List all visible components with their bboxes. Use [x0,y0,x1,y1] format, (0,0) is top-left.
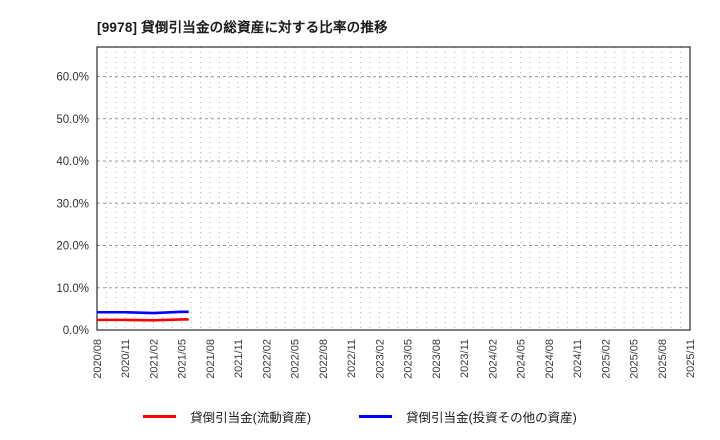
x-tick-label: 2021/08 [205,339,217,379]
legend-item-current-assets: 貸倒引当金(流動資産) [143,407,311,426]
x-tick-label: 2025/02 [600,339,612,379]
x-tick-label: 2024/08 [544,339,556,379]
x-tick-label: 2021/02 [148,339,160,379]
y-tick-label: 20.0% [56,241,89,253]
y-tick-label: 10.0% [56,283,89,295]
legend: 貸倒引当金(流動資産) 貸倒引当金(投資その他の資産) [0,407,720,426]
x-tick-label: 2024/05 [516,339,528,379]
legend-label: 貸倒引当金(投資その他の資産) [406,411,577,425]
x-tick-label: 2023/02 [374,339,386,379]
x-tick-label: 2022/08 [318,339,330,379]
y-tick-label: 40.0% [56,156,89,168]
legend-label: 貸倒引当金(流動資産) [190,411,311,425]
x-tick-label: 2025/08 [657,339,669,379]
chart-title: [9978] 貸倒引当金の総資産に対する比率の推移 [97,20,388,35]
y-tick-label: 0.0% [63,325,89,337]
x-tick-label: 2022/05 [290,339,302,379]
plot-area: 0.0% 10.0% 20.0% 30.0% 40.0% 50.0% 60.0% 2020/0… [56,46,697,379]
x-tick-label: 2023/08 [431,339,443,379]
x-tick-label: 2022/11 [346,339,358,378]
x-tick-label: 2025/11 [685,339,697,378]
blue-line-swatch [359,415,392,418]
x-tick-label: 2024/02 [487,339,499,379]
x-tick-label: 2020/11 [120,339,132,378]
y-tick-label: 30.0% [56,198,89,210]
y-tick-label: 60.0% [56,72,89,84]
y-tick-label: 50.0% [56,114,89,126]
x-tick-label: 2024/11 [572,339,584,378]
x-tick-label: 2023/05 [403,339,415,379]
legend-item-investment-assets: 貸倒引当金(投資その他の資産) [359,407,577,426]
x-tick-label: 2023/11 [459,339,471,378]
red-line-swatch [143,415,177,418]
x-tick-label: 2021/11 [233,339,245,378]
x-tick-label: 2020/08 [92,339,104,379]
x-tick-label: 2022/02 [261,339,273,379]
x-tick-label: 2025/05 [629,339,641,379]
x-tick-label: 2021/05 [177,339,189,379]
